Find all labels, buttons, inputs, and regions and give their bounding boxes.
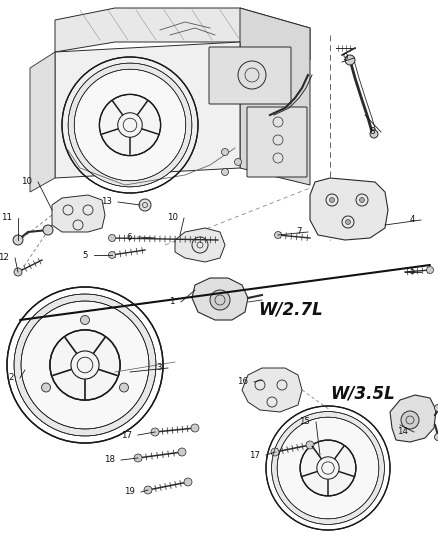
- Circle shape: [14, 268, 22, 276]
- Text: 2: 2: [8, 374, 14, 383]
- Circle shape: [434, 433, 438, 440]
- Text: 7: 7: [297, 228, 302, 237]
- Text: 18: 18: [104, 456, 115, 464]
- Circle shape: [109, 252, 116, 259]
- Text: 5: 5: [82, 251, 88, 260]
- Circle shape: [178, 448, 186, 456]
- Text: 10: 10: [167, 214, 178, 222]
- Circle shape: [68, 63, 192, 187]
- Text: 17: 17: [249, 450, 260, 459]
- Circle shape: [345, 55, 355, 65]
- Text: 16: 16: [237, 377, 248, 386]
- Circle shape: [14, 294, 156, 436]
- Circle shape: [144, 486, 152, 494]
- Circle shape: [42, 383, 50, 392]
- Circle shape: [43, 225, 53, 235]
- Circle shape: [234, 158, 241, 166]
- Text: 15: 15: [299, 417, 310, 426]
- Circle shape: [74, 69, 186, 181]
- Text: W/3.5L: W/3.5L: [330, 384, 395, 402]
- Text: 3: 3: [156, 364, 162, 373]
- Polygon shape: [52, 195, 105, 232]
- Circle shape: [271, 448, 279, 456]
- Circle shape: [21, 301, 149, 429]
- Text: 6: 6: [127, 232, 132, 241]
- Text: 9: 9: [343, 53, 348, 62]
- Circle shape: [50, 330, 120, 400]
- Text: 14: 14: [397, 427, 408, 437]
- Circle shape: [139, 199, 151, 211]
- Circle shape: [81, 316, 89, 325]
- Text: 1: 1: [170, 297, 175, 306]
- Polygon shape: [310, 178, 388, 240]
- Circle shape: [120, 383, 128, 392]
- Circle shape: [191, 424, 199, 432]
- Circle shape: [360, 198, 364, 203]
- Circle shape: [300, 440, 356, 496]
- Text: 8: 8: [370, 127, 375, 136]
- Polygon shape: [240, 8, 310, 185]
- Polygon shape: [30, 52, 55, 192]
- Circle shape: [134, 454, 142, 462]
- Text: 10: 10: [21, 177, 32, 187]
- Text: W/2.7L: W/2.7L: [258, 301, 323, 319]
- Circle shape: [272, 411, 385, 524]
- Circle shape: [151, 428, 159, 436]
- Circle shape: [210, 290, 230, 310]
- Circle shape: [277, 417, 379, 519]
- Polygon shape: [175, 228, 225, 262]
- Polygon shape: [55, 8, 310, 60]
- Circle shape: [13, 235, 23, 245]
- Circle shape: [401, 411, 419, 429]
- Circle shape: [427, 266, 434, 273]
- Text: 13: 13: [101, 198, 112, 206]
- Polygon shape: [242, 368, 302, 412]
- Polygon shape: [192, 278, 248, 320]
- Circle shape: [370, 130, 378, 138]
- Polygon shape: [390, 395, 436, 442]
- Circle shape: [222, 149, 229, 156]
- Text: 5: 5: [410, 268, 415, 277]
- Circle shape: [329, 198, 335, 203]
- Circle shape: [275, 231, 282, 238]
- Circle shape: [222, 168, 229, 175]
- Text: 11: 11: [1, 214, 12, 222]
- Circle shape: [109, 235, 116, 241]
- Polygon shape: [55, 42, 240, 178]
- Text: 12: 12: [0, 254, 9, 262]
- Circle shape: [346, 220, 350, 224]
- FancyBboxPatch shape: [209, 47, 291, 104]
- Text: 4: 4: [410, 215, 415, 224]
- Circle shape: [184, 478, 192, 486]
- Circle shape: [434, 405, 438, 411]
- Circle shape: [306, 441, 314, 449]
- Text: 19: 19: [124, 488, 135, 497]
- FancyBboxPatch shape: [247, 107, 307, 177]
- Text: 17: 17: [121, 431, 132, 440]
- Circle shape: [99, 94, 161, 156]
